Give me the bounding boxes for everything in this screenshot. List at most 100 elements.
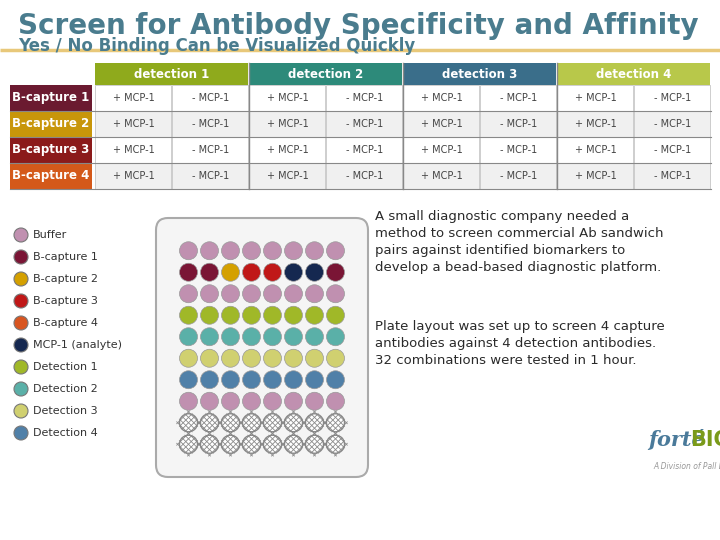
Circle shape <box>264 435 282 453</box>
Bar <box>634 137 710 163</box>
Circle shape <box>284 371 302 389</box>
Circle shape <box>14 316 28 330</box>
Text: + MCP-1: + MCP-1 <box>112 171 154 181</box>
Text: + MCP-1: + MCP-1 <box>266 93 308 103</box>
Text: detection 4: detection 4 <box>596 68 671 80</box>
Text: 32 combinations were tested in 1 hour.: 32 combinations were tested in 1 hour. <box>375 354 636 367</box>
Circle shape <box>14 426 28 440</box>
Circle shape <box>200 371 218 389</box>
Circle shape <box>326 263 344 281</box>
Circle shape <box>284 349 302 367</box>
Bar <box>10 163 92 189</box>
Text: forté: forté <box>648 429 705 450</box>
Circle shape <box>222 371 240 389</box>
Circle shape <box>179 242 197 260</box>
Bar <box>95 85 171 111</box>
Circle shape <box>222 306 240 324</box>
Circle shape <box>243 349 261 367</box>
Bar <box>403 63 556 85</box>
Text: B-capture 2: B-capture 2 <box>12 118 89 131</box>
Circle shape <box>284 392 302 410</box>
Circle shape <box>200 414 218 432</box>
Text: + MCP-1: + MCP-1 <box>420 171 462 181</box>
Circle shape <box>284 435 302 453</box>
Text: + MCP-1: + MCP-1 <box>575 145 616 155</box>
Circle shape <box>326 242 344 260</box>
Text: Detection 2: Detection 2 <box>33 384 98 394</box>
Bar <box>326 137 402 163</box>
Circle shape <box>243 392 261 410</box>
Text: - MCP-1: - MCP-1 <box>192 119 229 129</box>
Bar <box>403 163 479 189</box>
Circle shape <box>222 414 240 432</box>
Circle shape <box>179 285 197 303</box>
Text: Screen for Antibody Specificity and Affinity: Screen for Antibody Specificity and Affi… <box>18 12 698 40</box>
Circle shape <box>243 306 261 324</box>
Bar <box>326 111 402 137</box>
Text: method to screen commercial Ab sandwich: method to screen commercial Ab sandwich <box>375 227 664 240</box>
Circle shape <box>200 306 218 324</box>
Bar <box>249 111 325 137</box>
Circle shape <box>305 349 323 367</box>
Circle shape <box>179 435 197 453</box>
Text: + MCP-1: + MCP-1 <box>112 93 154 103</box>
Bar <box>480 111 556 137</box>
Circle shape <box>264 414 282 432</box>
Bar <box>249 137 325 163</box>
Circle shape <box>305 414 323 432</box>
Circle shape <box>200 392 218 410</box>
Circle shape <box>200 349 218 367</box>
Circle shape <box>264 263 282 281</box>
Text: detection 2: detection 2 <box>288 68 363 80</box>
Text: Detection 4: Detection 4 <box>33 428 98 438</box>
Circle shape <box>222 435 240 453</box>
Text: detection 1: detection 1 <box>134 68 209 80</box>
Circle shape <box>243 328 261 346</box>
Circle shape <box>243 242 261 260</box>
Circle shape <box>264 349 282 367</box>
Text: - MCP-1: - MCP-1 <box>654 171 691 181</box>
Bar <box>172 137 248 163</box>
Text: B-capture 1: B-capture 1 <box>33 252 98 262</box>
Bar <box>249 63 402 85</box>
Circle shape <box>243 263 261 281</box>
Circle shape <box>14 228 28 242</box>
Circle shape <box>284 263 302 281</box>
Text: B-capture 2: B-capture 2 <box>33 274 98 284</box>
Text: + MCP-1: + MCP-1 <box>266 145 308 155</box>
Bar <box>326 163 402 189</box>
Circle shape <box>179 306 197 324</box>
Circle shape <box>284 414 302 432</box>
Circle shape <box>14 382 28 396</box>
Circle shape <box>200 242 218 260</box>
Circle shape <box>222 242 240 260</box>
Text: MCP-1 (analyte): MCP-1 (analyte) <box>33 340 122 350</box>
Bar <box>95 163 171 189</box>
Circle shape <box>222 328 240 346</box>
Bar <box>10 137 92 163</box>
Bar <box>557 137 633 163</box>
Text: + MCP-1: + MCP-1 <box>112 145 154 155</box>
Circle shape <box>222 349 240 367</box>
Text: B-capture 1: B-capture 1 <box>12 91 89 105</box>
Circle shape <box>264 328 282 346</box>
Bar <box>480 85 556 111</box>
Bar <box>557 85 633 111</box>
Circle shape <box>326 349 344 367</box>
Text: + MCP-1: + MCP-1 <box>266 171 308 181</box>
Circle shape <box>326 328 344 346</box>
Circle shape <box>14 360 28 374</box>
Circle shape <box>243 371 261 389</box>
Text: + MCP-1: + MCP-1 <box>575 119 616 129</box>
Circle shape <box>326 371 344 389</box>
Circle shape <box>243 435 261 453</box>
Text: Detection 1: Detection 1 <box>33 362 98 372</box>
Circle shape <box>179 349 197 367</box>
Text: antibodies against 4 detection antibodies.: antibodies against 4 detection antibodie… <box>375 337 656 350</box>
Bar <box>634 111 710 137</box>
Bar <box>95 63 248 85</box>
Circle shape <box>326 306 344 324</box>
Circle shape <box>243 285 261 303</box>
Circle shape <box>264 285 282 303</box>
Bar <box>480 137 556 163</box>
